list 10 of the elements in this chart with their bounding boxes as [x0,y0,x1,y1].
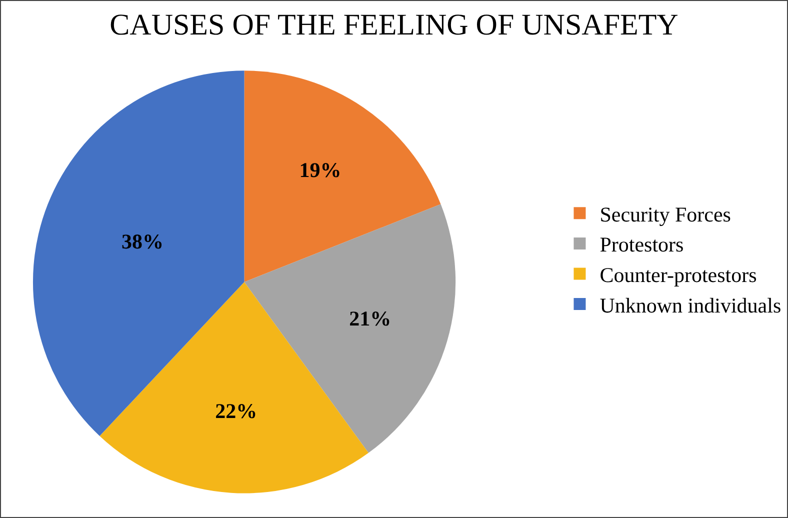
data-label: 22% [215,398,258,423]
chart-title: CAUSES OF THE FEELING OF UNSAFETY [110,8,678,42]
data-label: 21% [349,306,392,331]
legend-label: Counter-protestors [600,262,757,287]
data-label: 38% [121,230,164,254]
data-label: 19% [299,158,342,182]
legend-label: Security Forces [600,202,731,226]
legend-label: Protestors [600,232,684,257]
legend-label: Unknown individuals [600,293,782,318]
pie-slice [244,70,441,282]
